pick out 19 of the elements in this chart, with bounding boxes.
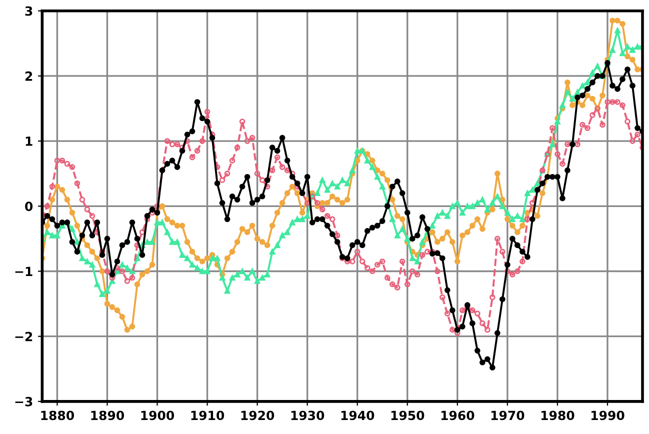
x-tick-label: 1880 [41,410,74,420]
x-tick-label: 1980 [541,410,574,420]
y-tick-label: 2 [25,71,32,81]
y-tick-label: 0 [25,202,33,212]
x-tick-label: 1940 [341,410,374,420]
x-tick-label: 1910 [191,410,224,420]
y-tick-label: −1 [15,266,32,276]
y-tick-label: −2 [15,332,32,342]
x-tick-label: 1960 [441,410,474,420]
x-tick-label: 1890 [91,410,124,420]
y-tick-label: 1 [26,136,32,146]
x-tick-label: 1990 [592,410,624,420]
x-tick-label: 1970 [491,410,524,420]
x-tick-label: 1900 [141,410,174,420]
x-tick-label: 1920 [241,410,274,420]
y-tick-label: 3 [25,6,32,16]
x-tick-label: 1950 [391,410,424,420]
x-tick-label: 1930 [291,410,324,420]
y-tick-label: −3 [15,396,32,406]
